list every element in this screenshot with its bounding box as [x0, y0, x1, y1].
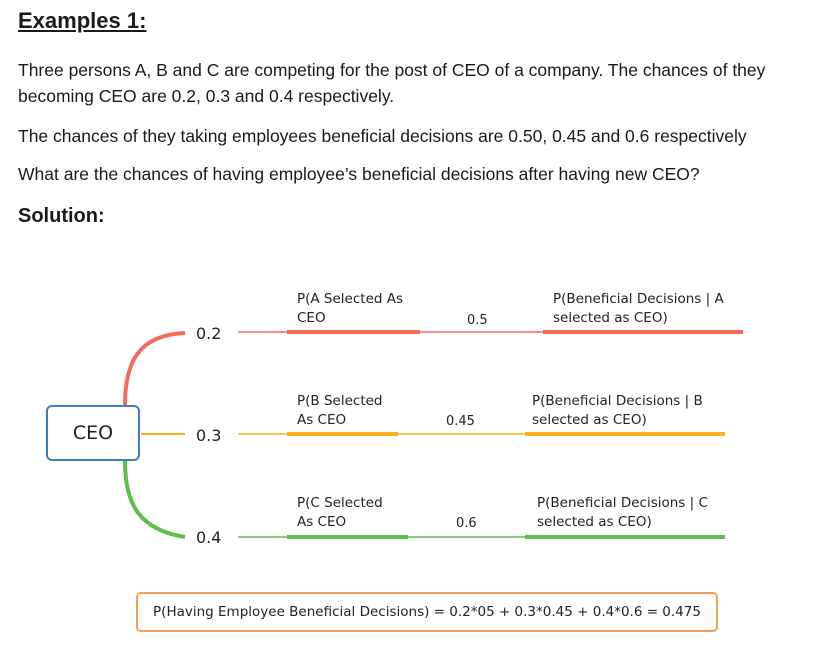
conditional-a: 0.5 [467, 313, 488, 328]
event-b-line2: As CEO [297, 412, 346, 428]
result-c-line1: P(Beneficial Decisions | C [537, 495, 708, 511]
event-a-line1: P(A Selected As [297, 291, 403, 307]
conditional-c: 0.6 [456, 516, 477, 531]
formula-text: P(Having Employee Beneficial Decisions) … [153, 604, 701, 620]
event-a-line2: CEO [297, 310, 326, 326]
problem-paragraph: Three persons A, B and C are competing f… [18, 60, 766, 106]
formula-box: P(Having Employee Beneficial Decisions) … [136, 592, 718, 632]
event-b-line1: P(B Selected [297, 393, 382, 409]
conditional-b: 0.45 [446, 414, 475, 429]
result-b-line1: P(Beneficial Decisions | B [532, 393, 703, 409]
prior-a: 0.2 [196, 324, 221, 343]
result-b-line2: selected as CEO) [532, 412, 647, 428]
event-c-line2: As CEO [297, 514, 346, 530]
ceo-root-label: CEO [72, 422, 114, 444]
example-heading: Examples 1: [18, 8, 147, 33]
result-c-line2: selected as CEO) [537, 514, 652, 530]
result-a-line2: selected as CEO) [553, 310, 668, 326]
branch-c-curve [123, 460, 186, 539]
result-a-line1: P(Beneficial Decisions | A [553, 291, 724, 307]
prior-c: 0.4 [196, 528, 221, 547]
decision-paragraph: The chances of they taking employees ben… [18, 126, 747, 146]
event-c-line1: P(C Selected [297, 495, 383, 511]
question-paragraph: What are the chances of having employee’… [18, 164, 700, 184]
solution-label: Solution: [18, 205, 105, 227]
ceo-root-node: CEO [46, 405, 140, 461]
prior-b: 0.3 [196, 426, 221, 445]
branch-a-curve [123, 331, 186, 406]
